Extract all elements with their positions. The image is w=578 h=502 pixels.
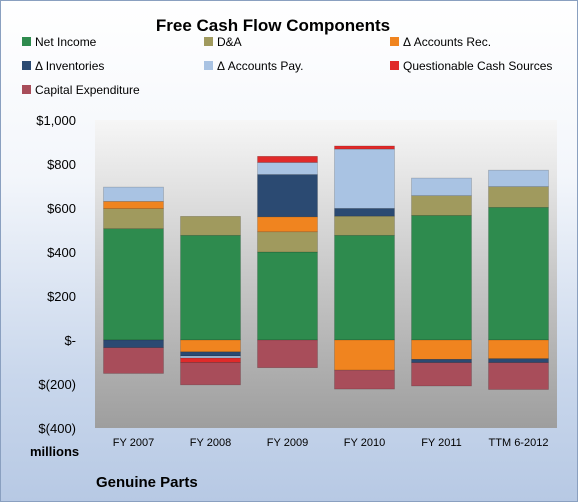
plot-area [95,120,557,428]
bar-stack [488,169,549,390]
bar-segment [257,156,318,163]
bar-segment [257,216,318,233]
bar-segment [411,195,472,216]
bar-segment [488,207,549,341]
bar-segment [488,186,549,208]
bars [103,145,549,390]
bar-stack [103,186,164,374]
y-tick-label: $(400) [38,421,76,436]
bar-segment [257,251,318,341]
company-label: Genuine Parts [96,474,198,491]
bar-segment [334,148,395,209]
y-axis: $(400) $(200) $- $200 $400 $600 $800 $1,000 [36,113,76,436]
bar-segment [488,358,549,363]
bar-segment [334,339,395,371]
bar-segment [488,339,549,360]
x-tick-label: FY 2009 [267,437,308,449]
x-tick-label: FY 2008 [190,437,231,449]
bar-segment [180,234,241,341]
y-tick-label: $200 [47,289,76,304]
legend-label: Net Income [35,35,97,49]
bar-stack [257,156,318,369]
x-tick-label: TTM 6-2012 [489,437,549,449]
x-axis: FY 2007 FY 2008 FY 2009 FY 2010 FY 2011 TTM 6… [113,437,549,449]
legend-label: Δ Inventories [35,59,104,73]
legend-item: Δ Accounts Pay. [204,59,304,73]
bar-segment [180,216,241,236]
bar-segment [180,339,241,353]
y-tick-label: $1,000 [36,113,76,128]
bar-stack [334,145,395,390]
y-tick-label: $800 [47,157,76,172]
bar-stack [180,216,241,386]
units-label: millions [30,444,79,459]
x-tick-label: FY 2010 [344,437,385,449]
legend-item: D&A [204,35,242,49]
legend-item: Δ Accounts Rec. [390,35,491,49]
bar-segment [103,228,164,341]
bar-segment [411,359,472,363]
bar-segment [334,369,395,390]
legend-swatch [204,37,213,46]
bar-segment [257,339,318,369]
bar-segment [103,208,164,229]
bar-segment [411,177,472,196]
legend-item: Capital Expenditure [22,83,140,97]
legend-swatch [22,37,31,46]
legend-swatch [390,61,399,70]
chart-title: Free Cash Flow Components [156,16,390,35]
bar-segment [103,339,164,348]
bar-segment [488,169,549,187]
legend-label: D&A [217,35,242,49]
bar-segment [334,215,395,236]
legend-label: Δ Accounts Rec. [403,35,491,49]
bar-segment [180,351,241,357]
bar-segment [257,174,318,218]
legend-swatch [22,61,31,70]
bar-segment [180,357,241,363]
bar-segment [334,234,395,341]
bar-segment [334,145,395,150]
bar-segment [180,362,241,386]
bar-segment [488,362,549,390]
legend-swatch [204,61,213,70]
y-tick-label: $(200) [38,377,76,392]
bar-segment [411,339,472,360]
x-tick-label: FY 2011 [421,437,462,449]
bar-segment [411,215,472,341]
bar-stack [411,177,472,387]
legend-item: Δ Inventories [22,59,104,73]
bar-segment [257,162,318,175]
legend-item: Questionable Cash Sources [390,59,552,73]
bar-segment [103,186,164,202]
y-tick-label: $400 [47,245,76,260]
bar-segment [103,201,164,209]
x-tick-label: FY 2007 [113,437,154,449]
y-tick-label: $600 [47,201,76,216]
legend-label: Questionable Cash Sources [403,59,552,73]
legend-item: Net Income [22,35,97,49]
legend-swatch [390,37,399,46]
legend: Net Income D&A Δ Accounts Rec. Δ Inventorie… [22,35,552,97]
legend-label: Δ Accounts Pay. [217,59,304,73]
bar-segment [257,231,318,253]
legend-label: Capital Expenditure [35,83,140,97]
legend-swatch [22,85,31,94]
bar-segment [411,362,472,387]
bar-segment [103,347,164,374]
y-tick-label: $- [64,333,76,348]
bar-segment [334,208,395,217]
